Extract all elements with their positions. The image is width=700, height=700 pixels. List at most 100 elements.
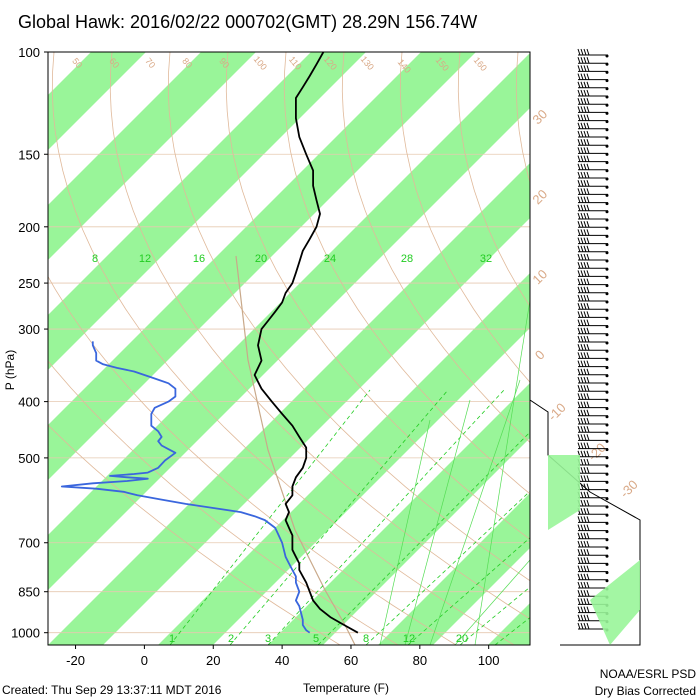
wind-barb-dot (605, 70, 609, 74)
dry-adiabat (167, 52, 530, 582)
wind-barb-flag (586, 81, 590, 88)
dry-adiabat (48, 424, 341, 645)
wind-barb-flag (580, 622, 584, 630)
wind-barb-flag (583, 253, 587, 261)
wind-barb-flag (580, 73, 584, 80)
wind-barb-flag (577, 598, 581, 605)
wind-barb-dot (605, 111, 609, 115)
wind-barb-flag (580, 581, 584, 589)
wind-barb-flag (580, 532, 584, 539)
wind-barb-dot (605, 448, 609, 452)
wind-barb-flag (580, 475, 584, 482)
wind-barb-flag (586, 204, 590, 211)
wind-barb-flag (583, 393, 587, 400)
credit-line-2: Dry Bias Corrected (595, 684, 696, 698)
wind-barb-flag (577, 204, 581, 211)
wind-barb-flag (580, 270, 584, 277)
wind-barb-flag (580, 344, 584, 351)
wind-barb-flag (577, 180, 581, 187)
wind-barb-dot (605, 349, 609, 353)
wind-barb-flag (583, 401, 587, 408)
wind-barb-flag (586, 311, 590, 318)
wind-barb-flag (577, 98, 581, 105)
wind-barb-flag (577, 442, 581, 449)
dry-adiabat-label: 50 (70, 56, 84, 70)
wind-barb-dot (605, 234, 609, 238)
wind-barb-flag (586, 147, 590, 154)
y-tick-label: 850 (18, 585, 40, 600)
wind-barb-dot (605, 218, 609, 222)
wind-barb-flag (583, 139, 587, 146)
wind-barb-flag (586, 98, 590, 105)
wind-barb-flag (583, 581, 587, 589)
wind-barb-flag (577, 590, 581, 597)
wind-barb-flag (577, 360, 581, 367)
wind-barb-dot (605, 398, 609, 402)
wind-barb-dot (605, 169, 609, 173)
wind-barb-flag (583, 81, 587, 88)
wind-barb-dot (605, 152, 609, 156)
wind-barb-flag (580, 278, 584, 285)
dewpoint-profile (60, 341, 311, 634)
wind-barb-flag (577, 196, 581, 203)
wind-barb-flag (583, 270, 587, 277)
moist-adiabat-label: -30 (617, 477, 641, 501)
wind-barb-flag (580, 204, 584, 211)
wind-barb-flag (586, 606, 590, 613)
wind-barb-flag (586, 475, 590, 482)
wind-barb-flag (586, 89, 590, 97)
moist-adiabat-label: -20 (585, 440, 609, 464)
wind-barb-flag (580, 327, 584, 334)
wind-barb-flag (586, 590, 590, 597)
wind-barb-dot (605, 300, 609, 304)
wind-barb-flag (586, 163, 590, 170)
wind-barb-flag (580, 319, 584, 326)
wind-barb-flag (577, 253, 581, 261)
temperature-band (268, 383, 530, 645)
wind-barb-dot (605, 243, 609, 247)
wind-barb-flag (586, 303, 590, 310)
wind-barb-flag (577, 622, 581, 630)
mixing-ratio-lines (169, 299, 530, 645)
wind-barb-dot (605, 144, 609, 148)
wind-barb-flag (577, 426, 581, 433)
wind-barb-flag (583, 286, 587, 293)
wind-barb-flag (577, 122, 581, 129)
wind-barb-flag (580, 311, 584, 318)
chart-title: Global Hawk: 2016/02/22 000702(GMT) 28.2… (18, 12, 477, 32)
wind-barb-flag (583, 196, 587, 203)
wind-barb-flag (583, 385, 587, 392)
wind-barb-dot (605, 259, 609, 263)
wind-barb-flag (583, 171, 587, 179)
wind-barb-flag (586, 483, 590, 490)
wind-barb-flag (586, 335, 590, 343)
wind-barb-flag (580, 171, 584, 179)
moist-green-line (454, 559, 530, 645)
wind-barb-dot (605, 431, 609, 435)
wind-barb-flag (577, 565, 581, 572)
temperature-band (48, 52, 146, 150)
wind-barb-flag (583, 565, 587, 572)
wind-barb-dot (605, 489, 609, 493)
wind-barb-flag (583, 65, 587, 72)
isobar-grid (48, 52, 530, 634)
wind-barb-dot (605, 275, 609, 279)
wind-barb-flag (586, 385, 590, 392)
wind-barb-flag (577, 237, 581, 244)
dry-adiabat (574, 52, 700, 645)
mixing-ratio-label: 32 (480, 253, 492, 265)
temperature-band (48, 52, 256, 260)
wind-barb-flag (577, 516, 581, 523)
wind-barb-flag (586, 368, 590, 375)
wind-barb-flag (583, 458, 587, 466)
wind-barb-flag (586, 499, 590, 507)
wind-barb-flag (577, 163, 581, 170)
wind-barb-dot (605, 407, 609, 411)
wind-barb-flag (577, 434, 581, 441)
mixing-ratio-bottom-label: 2 (228, 633, 234, 645)
wind-barb-flag (577, 278, 581, 285)
wind-band-fill (590, 560, 640, 645)
x-tick-label: 100 (478, 653, 500, 668)
wind-barb-flag (586, 122, 590, 129)
wind-barb-dot (605, 366, 609, 370)
